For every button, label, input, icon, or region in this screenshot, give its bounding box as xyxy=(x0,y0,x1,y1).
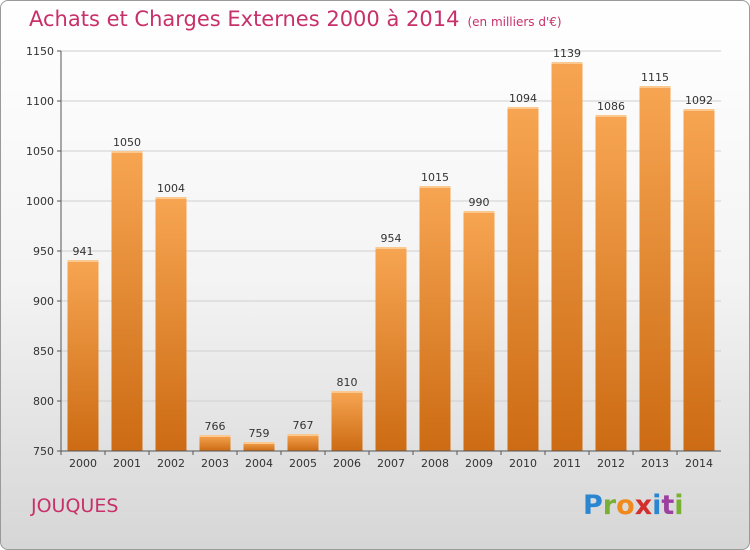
bar-highlight xyxy=(463,211,495,213)
bar-highlight xyxy=(287,434,319,436)
x-tick-label: 2006 xyxy=(333,457,361,470)
x-tick-label: 2011 xyxy=(553,457,581,470)
bar-2002 xyxy=(155,197,187,451)
x-tick-label: 2012 xyxy=(597,457,625,470)
y-tick-label: 750 xyxy=(33,445,54,458)
value-label: 759 xyxy=(249,427,270,440)
value-label: 941 xyxy=(73,245,94,258)
x-tick-label: 2010 xyxy=(509,457,537,470)
bar-highlight xyxy=(199,435,231,437)
x-tick-label: 2014 xyxy=(685,457,713,470)
bar-2001 xyxy=(111,151,143,451)
bar-2004 xyxy=(243,442,275,451)
proxiti-logo: Proxiti xyxy=(583,490,684,521)
y-tick-label: 1050 xyxy=(26,145,54,158)
bar-highlight xyxy=(155,197,187,199)
bar-2012 xyxy=(595,115,627,451)
x-tick-label: 2007 xyxy=(377,457,405,470)
value-label: 766 xyxy=(205,420,226,433)
bar-2014 xyxy=(683,109,715,451)
bar-2009 xyxy=(463,211,495,451)
y-tick-label: 1100 xyxy=(26,95,54,108)
chart-title: Achats et Charges Externes 2000 à 2014 (e… xyxy=(29,7,562,31)
x-tick-label: 2005 xyxy=(289,457,317,470)
bar-highlight xyxy=(419,186,451,188)
x-tick-label: 2008 xyxy=(421,457,449,470)
value-label: 1094 xyxy=(509,92,537,105)
x-tick-label: 2000 xyxy=(69,457,97,470)
bar-highlight xyxy=(595,115,627,117)
bar-2013 xyxy=(639,86,671,451)
bar-2006 xyxy=(331,391,363,451)
x-tick-label: 2009 xyxy=(465,457,493,470)
y-tick-label: 850 xyxy=(33,345,54,358)
bar-2003 xyxy=(199,435,231,451)
title-main: Achats et Charges Externes 2000 à 2014 xyxy=(29,7,460,31)
bar-2011 xyxy=(551,62,583,451)
bar-2000 xyxy=(67,260,99,451)
x-tick-label: 2002 xyxy=(157,457,185,470)
y-tick-label: 1150 xyxy=(26,45,54,58)
value-label: 767 xyxy=(293,419,314,432)
bar-highlight xyxy=(375,247,407,249)
bar-2010 xyxy=(507,107,539,451)
bar-highlight xyxy=(507,107,539,109)
axes xyxy=(60,51,721,455)
y-tick-label: 800 xyxy=(33,395,54,408)
bar-highlight xyxy=(111,151,143,153)
value-label: 1050 xyxy=(113,136,141,149)
bar-highlight xyxy=(551,62,583,64)
y-tick-label: 900 xyxy=(33,295,54,308)
title-unit: (en milliers d'€) xyxy=(467,15,562,29)
x-tick-labels: 2000 2001 2002 2003 2004 2005 2006 2007 2008 2009… xyxy=(69,457,713,470)
bar-highlight xyxy=(67,260,99,262)
value-label: 1115 xyxy=(641,71,669,84)
bar-highlight xyxy=(683,109,715,111)
y-tick-label: 1000 xyxy=(26,195,54,208)
bar-2007 xyxy=(375,247,407,451)
bars xyxy=(67,62,715,451)
value-label: 990 xyxy=(469,196,490,209)
bar-highlight xyxy=(243,442,275,444)
bar-2008 xyxy=(419,186,451,451)
town-name: JOUQUES xyxy=(31,495,119,517)
bar-2005 xyxy=(287,434,319,451)
y-tick-label: 950 xyxy=(33,245,54,258)
value-label: 954 xyxy=(381,232,402,245)
y-tick-labels: 750 800 850 900 950 1000 1050 1100 1150 xyxy=(26,45,54,458)
x-tick-label: 2004 xyxy=(245,457,273,470)
value-label: 1086 xyxy=(597,100,625,113)
bar-highlight xyxy=(639,86,671,88)
value-label: 1015 xyxy=(421,171,449,184)
bar-highlight xyxy=(331,391,363,393)
value-labels: 941 1050 1004 766 759 767 810 954 1015 990 1094 113… xyxy=(73,47,714,440)
value-label: 1092 xyxy=(685,94,713,107)
value-label: 1004 xyxy=(157,182,185,195)
value-label: 810 xyxy=(337,376,358,389)
x-tick-label: 2013 xyxy=(641,457,669,470)
value-label: 1139 xyxy=(553,47,581,60)
x-tick-label: 2001 xyxy=(113,457,141,470)
x-tick-label: 2003 xyxy=(201,457,229,470)
